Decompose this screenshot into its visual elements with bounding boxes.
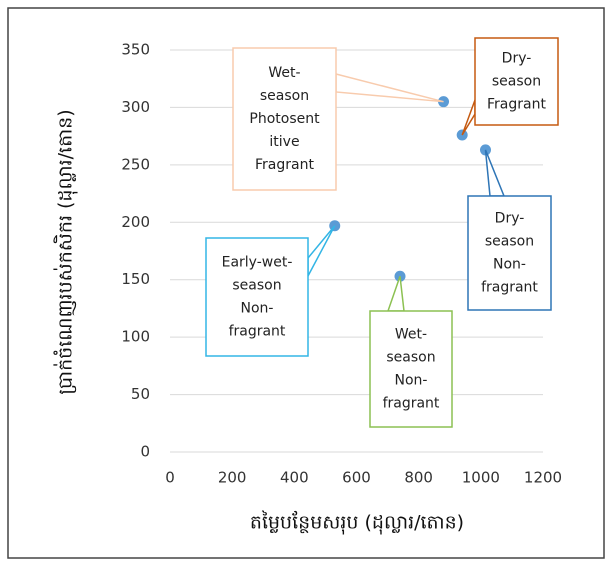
callout-text: Wet- <box>268 65 300 81</box>
callout-box <box>369 310 453 428</box>
x-tick-label: 600 <box>342 469 371 487</box>
callout-text: season <box>232 278 281 294</box>
callout: Early-wet-season Non-fragrant <box>205 225 336 357</box>
callout: Dry-season Non-fragrant <box>467 149 552 311</box>
y-axis-label: ប្រាក់ចំណេញរបស់កសិករ (ដុល្លារ/តោន) <box>53 109 79 394</box>
callout-text: Early-wet- <box>222 255 293 271</box>
callout-text: season <box>386 350 435 366</box>
x-tick-label: 200 <box>218 469 247 487</box>
callout-text: Non- <box>395 373 428 389</box>
y-tick-label: 250 <box>121 155 150 173</box>
x-tick-label: 400 <box>280 469 309 487</box>
callout-text: fragrant <box>229 324 286 340</box>
callout-text: Non- <box>493 257 526 273</box>
callout-text: Wet- <box>395 327 427 343</box>
y-tick-label: 300 <box>121 98 150 116</box>
callout-text: Photosent <box>249 111 320 127</box>
callout-text: season <box>260 88 309 104</box>
y-tick-label: 100 <box>121 328 150 346</box>
x-tick-label: 1200 <box>524 469 562 487</box>
callout-text: Dry- <box>502 51 532 67</box>
callout: Wet-season Photosent itive Fragrant <box>232 47 444 191</box>
callout-text: Fragrant <box>487 97 546 113</box>
callout-text: fragrant <box>383 396 440 412</box>
y-tick-label: 150 <box>121 270 150 288</box>
x-tick-label: 0 <box>165 469 175 487</box>
callout-box <box>467 195 552 311</box>
callout-text: Non- <box>241 301 274 317</box>
callout-text: fragrant <box>481 280 538 296</box>
x-tick-label: 800 <box>404 469 433 487</box>
callout: Wet-season Non-fragrant <box>369 276 453 428</box>
callout-box <box>232 47 337 191</box>
y-tick-label: 50 <box>131 385 150 403</box>
callout-text: season <box>485 234 534 250</box>
callout-text: Dry- <box>495 211 525 227</box>
callout-text: Fragrant <box>255 157 314 173</box>
x-tick-label: 1000 <box>462 469 500 487</box>
callout-text: season <box>492 74 541 90</box>
callout: Dry-season Fragrant <box>461 37 559 136</box>
y-tick-label: 0 <box>140 443 150 461</box>
callout-text: itive <box>269 134 299 150</box>
callout-box <box>205 237 309 357</box>
y-tick-label: 350 <box>121 41 150 59</box>
y-tick-label: 200 <box>121 213 150 231</box>
x-axis-label: តម្លៃបន្ថែមសរុប (ដុល្លារ/តោន) <box>250 510 464 536</box>
callout-box <box>474 37 559 126</box>
